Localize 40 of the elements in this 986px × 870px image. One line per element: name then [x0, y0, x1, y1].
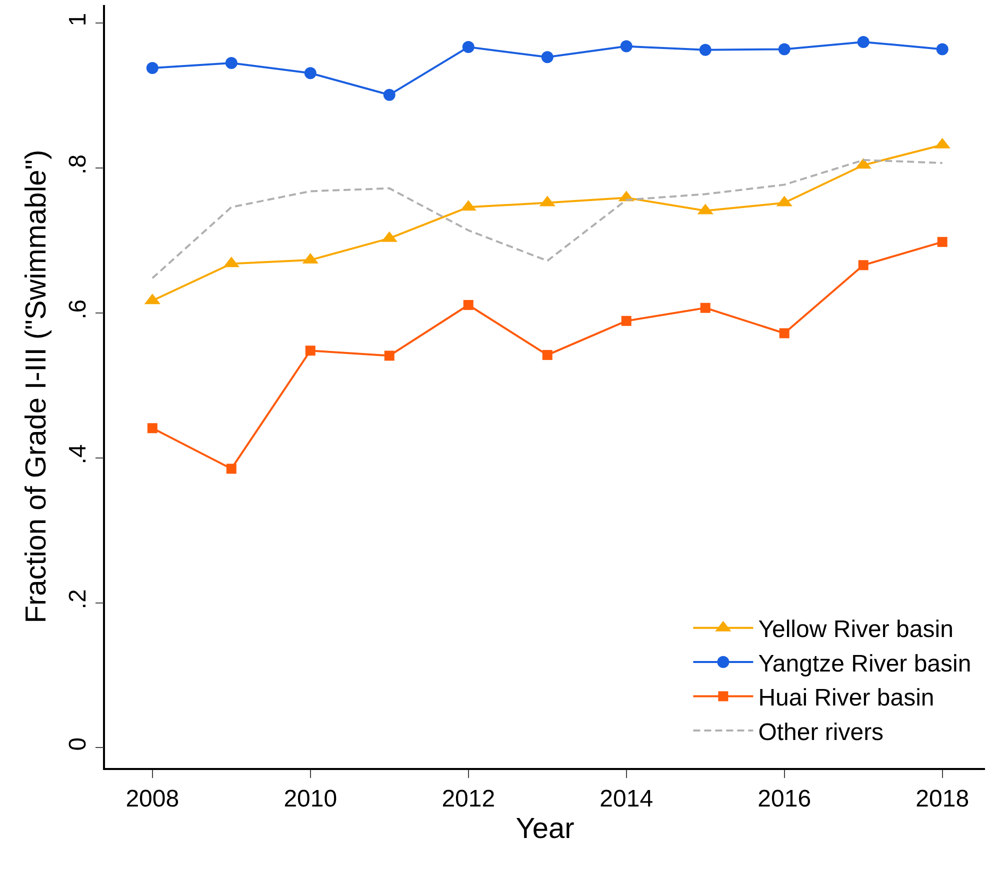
point — [779, 328, 790, 338]
y-axis-title: Fraction of Grade I-III ("Swimmable") — [20, 150, 52, 624]
point — [937, 236, 948, 247]
y-tick-label: .8 — [64, 154, 92, 174]
point — [226, 464, 236, 474]
x-tick-label: 2010 — [284, 786, 338, 813]
x-tick-label: 2012 — [442, 786, 496, 813]
y-tick-label: 0 — [64, 737, 92, 751]
point — [778, 43, 790, 56]
point — [383, 88, 396, 101]
point — [541, 51, 554, 64]
point — [936, 43, 948, 56]
point — [147, 423, 158, 434]
x-tick-label: 2018 — [916, 786, 970, 813]
y-tick-label: .2 — [64, 589, 92, 610]
y-tick-label: .6 — [64, 299, 92, 320]
point — [225, 56, 238, 69]
point — [384, 350, 394, 361]
point — [699, 44, 712, 56]
point — [858, 260, 868, 270]
x-axis-title: Year — [516, 812, 575, 845]
point — [620, 40, 632, 52]
point — [463, 300, 474, 310]
point — [462, 41, 474, 54]
point — [857, 36, 870, 48]
point — [700, 302, 710, 313]
point — [304, 67, 316, 80]
point — [146, 62, 158, 74]
point — [542, 350, 552, 360]
x-tick-label: 2016 — [758, 786, 812, 813]
legend-label: Huai River basin — [758, 684, 934, 712]
y-tick-label: .4 — [64, 444, 92, 464]
x-tick-label: 2008 — [126, 786, 180, 813]
point — [305, 346, 316, 356]
legend-label: Yellow River basin — [758, 616, 954, 644]
legend-label: Other rivers — [758, 718, 884, 746]
legend-label: Yangtze River basin — [758, 650, 972, 678]
x-tick-label: 2014 — [600, 786, 654, 813]
point — [621, 316, 632, 326]
y-tick-label: 1 — [64, 12, 92, 26]
